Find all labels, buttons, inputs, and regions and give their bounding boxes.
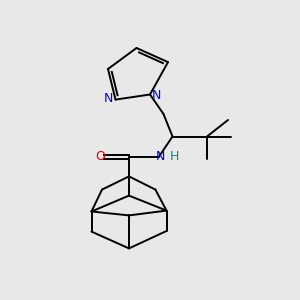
- Text: N: N: [152, 89, 161, 102]
- Text: N: N: [156, 149, 165, 163]
- Text: N: N: [103, 92, 113, 105]
- Text: O: O: [95, 149, 105, 163]
- Text: H: H: [170, 149, 179, 163]
